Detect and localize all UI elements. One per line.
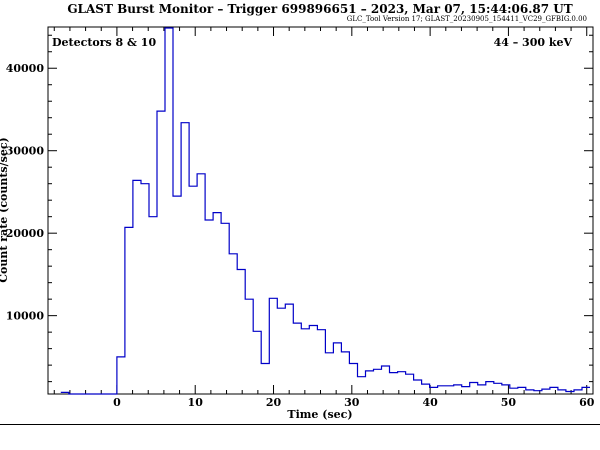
- x-tick-label: 40: [422, 396, 438, 409]
- y-axis-label: Count rate (counts/sec): [0, 137, 10, 282]
- detectors-annotation: Detectors 8 & 10: [52, 36, 156, 49]
- y-tick-label: 20000: [6, 227, 45, 240]
- axis-ticks: [48, 27, 593, 394]
- x-tick-label: 10: [188, 396, 204, 409]
- chart-title: GLAST Burst Monitor – Trigger 699896651 …: [67, 2, 572, 16]
- energy-range-annotation: 44 – 300 keV: [494, 36, 573, 49]
- y-tick-label: 40000: [6, 62, 45, 75]
- y-tick-label: 10000: [6, 310, 45, 323]
- x-tick-label: 20: [266, 396, 282, 409]
- axis-tick-labels: 0 10 20 30 40 50 60 10000 20000 30000 40000: [6, 62, 595, 409]
- x-tick-label: 60: [579, 396, 595, 409]
- chart-subtitle: GLC_Tool Version 17; GLAST_20230905_1544…: [347, 15, 587, 23]
- x-tick-label: 0: [113, 396, 121, 409]
- count-rate-chart: GLAST Burst Monitor – Trigger 699896651 …: [0, 2, 595, 421]
- x-tick-label: 30: [344, 396, 360, 409]
- x-axis-label: Time (sec): [287, 408, 352, 421]
- plot-area: [47, 26, 594, 395]
- chart-frame: GLAST Burst Monitor – Trigger 699896651 …: [0, 0, 600, 425]
- x-tick-label: 50: [501, 396, 517, 409]
- count-rate-histogram: [60, 27, 590, 395]
- y-tick-label: 30000: [6, 145, 45, 158]
